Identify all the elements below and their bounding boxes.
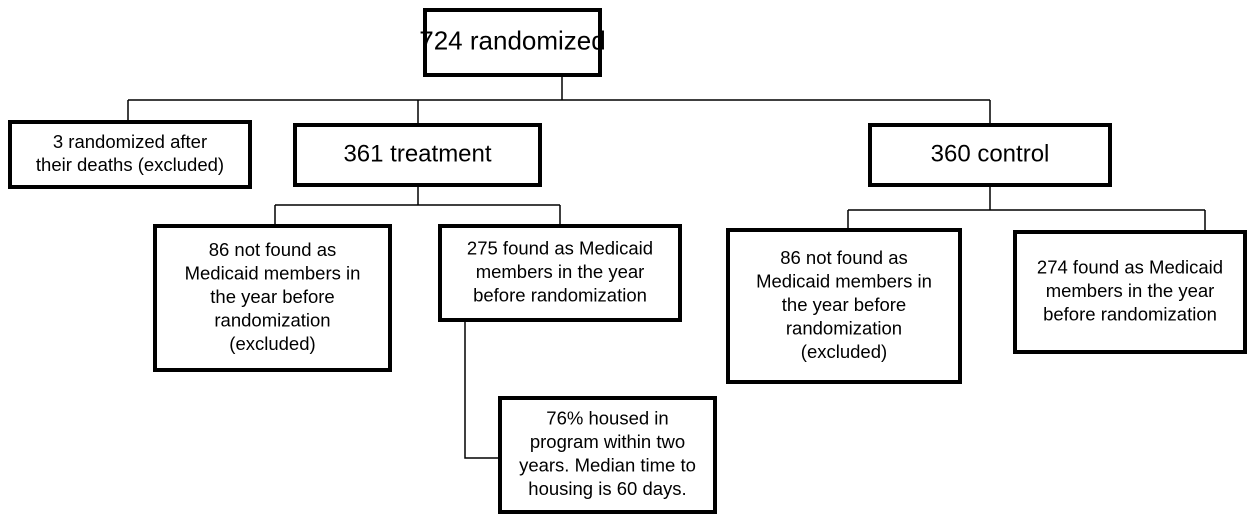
node-box <box>8 120 252 189</box>
connector <box>847 185 1206 232</box>
node-box <box>153 224 392 372</box>
node-label: Medicaid members in <box>756 270 932 291</box>
node-label: the year before <box>210 286 334 307</box>
node-label: 360 control <box>931 140 1050 167</box>
node-label: 76% housed in <box>546 408 668 429</box>
node-label: before randomization <box>473 284 647 305</box>
node-box <box>438 224 682 322</box>
connector <box>127 75 991 125</box>
node-label: 274 found as Medicaid <box>1037 256 1223 277</box>
node-label: 361 treatment <box>343 140 491 167</box>
node-label: housing is 60 days. <box>528 478 686 499</box>
node-label: 86 not found as <box>209 239 337 260</box>
node-label: 724 randomized <box>419 25 605 55</box>
node-label: randomization <box>786 317 902 338</box>
node-label: (excluded) <box>229 333 315 354</box>
node-label: before randomization <box>1043 303 1217 324</box>
node: 275 found as Medicaid members in the year… <box>438 224 682 322</box>
node-label: members in the year <box>1046 280 1215 301</box>
node-label: (excluded) <box>801 341 887 362</box>
node: 360 control <box>868 123 1112 187</box>
connector <box>274 185 561 226</box>
node-label: years. Median time to <box>519 455 696 476</box>
node-box <box>1013 230 1247 354</box>
node-label: Medicaid members in <box>185 262 361 283</box>
node-box <box>726 228 962 384</box>
connectors <box>127 75 1206 459</box>
node: 361 treatment <box>293 123 542 187</box>
node-box <box>498 396 717 514</box>
node-label: program within two <box>530 431 685 452</box>
connector <box>464 320 500 459</box>
node-label: the year before <box>782 294 906 315</box>
node-label: 275 found as Medicaid <box>467 237 653 258</box>
node-label: 86 not found as <box>780 247 908 268</box>
node-label: members in the year <box>476 261 645 282</box>
node-label: randomization <box>214 309 330 330</box>
node-box <box>293 123 542 187</box>
node-box <box>423 8 602 77</box>
node: 724 randomized <box>419 8 606 77</box>
node: 274 found as Medicaid members in the year… <box>1013 230 1247 354</box>
node-label: their deaths (excluded) <box>36 154 224 175</box>
node-label: 3 randomized after <box>53 131 207 152</box>
node-box <box>868 123 1112 187</box>
